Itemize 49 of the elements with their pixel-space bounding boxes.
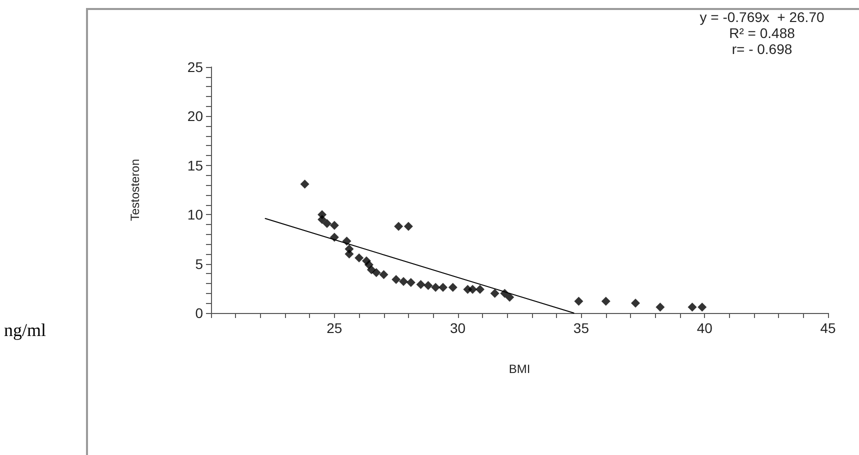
- y-tick-label: 25: [187, 59, 204, 75]
- point: [330, 220, 339, 230]
- point: [424, 280, 433, 290]
- y-tick-label: 5: [195, 256, 204, 272]
- text: ng/ml: [4, 320, 46, 341]
- point: [476, 284, 485, 294]
- point: [490, 288, 500, 298]
- point: [601, 296, 610, 306]
- y-axis-title: Testosteron: [128, 158, 142, 222]
- x-tick-label: 30: [450, 320, 466, 336]
- point: [698, 302, 707, 312]
- point: [379, 270, 388, 280]
- point: [688, 302, 697, 312]
- text: R² = 0.488: [729, 25, 796, 41]
- y-tick-label: 10: [187, 206, 204, 223]
- x-axis-title: BMI: [508, 362, 530, 376]
- point: [354, 253, 364, 262]
- point: [300, 180, 310, 189]
- point: [574, 296, 584, 306]
- x-tick-label: 35: [573, 320, 590, 336]
- point: [399, 277, 408, 286]
- point: [366, 265, 376, 274]
- point: [330, 232, 339, 242]
- x-tick-label: 25: [326, 320, 342, 336]
- text: y = -0.769x + 26.70: [700, 9, 824, 25]
- point: [505, 292, 514, 302]
- point: [372, 268, 381, 278]
- point: [416, 280, 426, 289]
- point: [394, 222, 404, 231]
- point: [468, 284, 478, 294]
- x-tick-label: 45: [820, 320, 836, 336]
- point: [404, 222, 413, 231]
- point: [438, 282, 448, 292]
- point: [406, 278, 416, 287]
- point: [630, 298, 640, 308]
- point: [448, 282, 458, 292]
- point: [392, 275, 401, 284]
- point: [500, 288, 510, 298]
- x-tick-label: 40: [696, 320, 713, 336]
- y-tick-label: 0: [195, 305, 204, 321]
- text: r= - 0.698: [732, 41, 792, 57]
- point: [344, 249, 354, 258]
- point: [318, 215, 327, 224]
- point: [322, 218, 332, 228]
- y-tick-label: 15: [187, 157, 204, 174]
- point: [656, 302, 665, 312]
- point: [431, 282, 440, 292]
- point: [342, 236, 352, 246]
- y-tick-label: 20: [187, 108, 204, 124]
